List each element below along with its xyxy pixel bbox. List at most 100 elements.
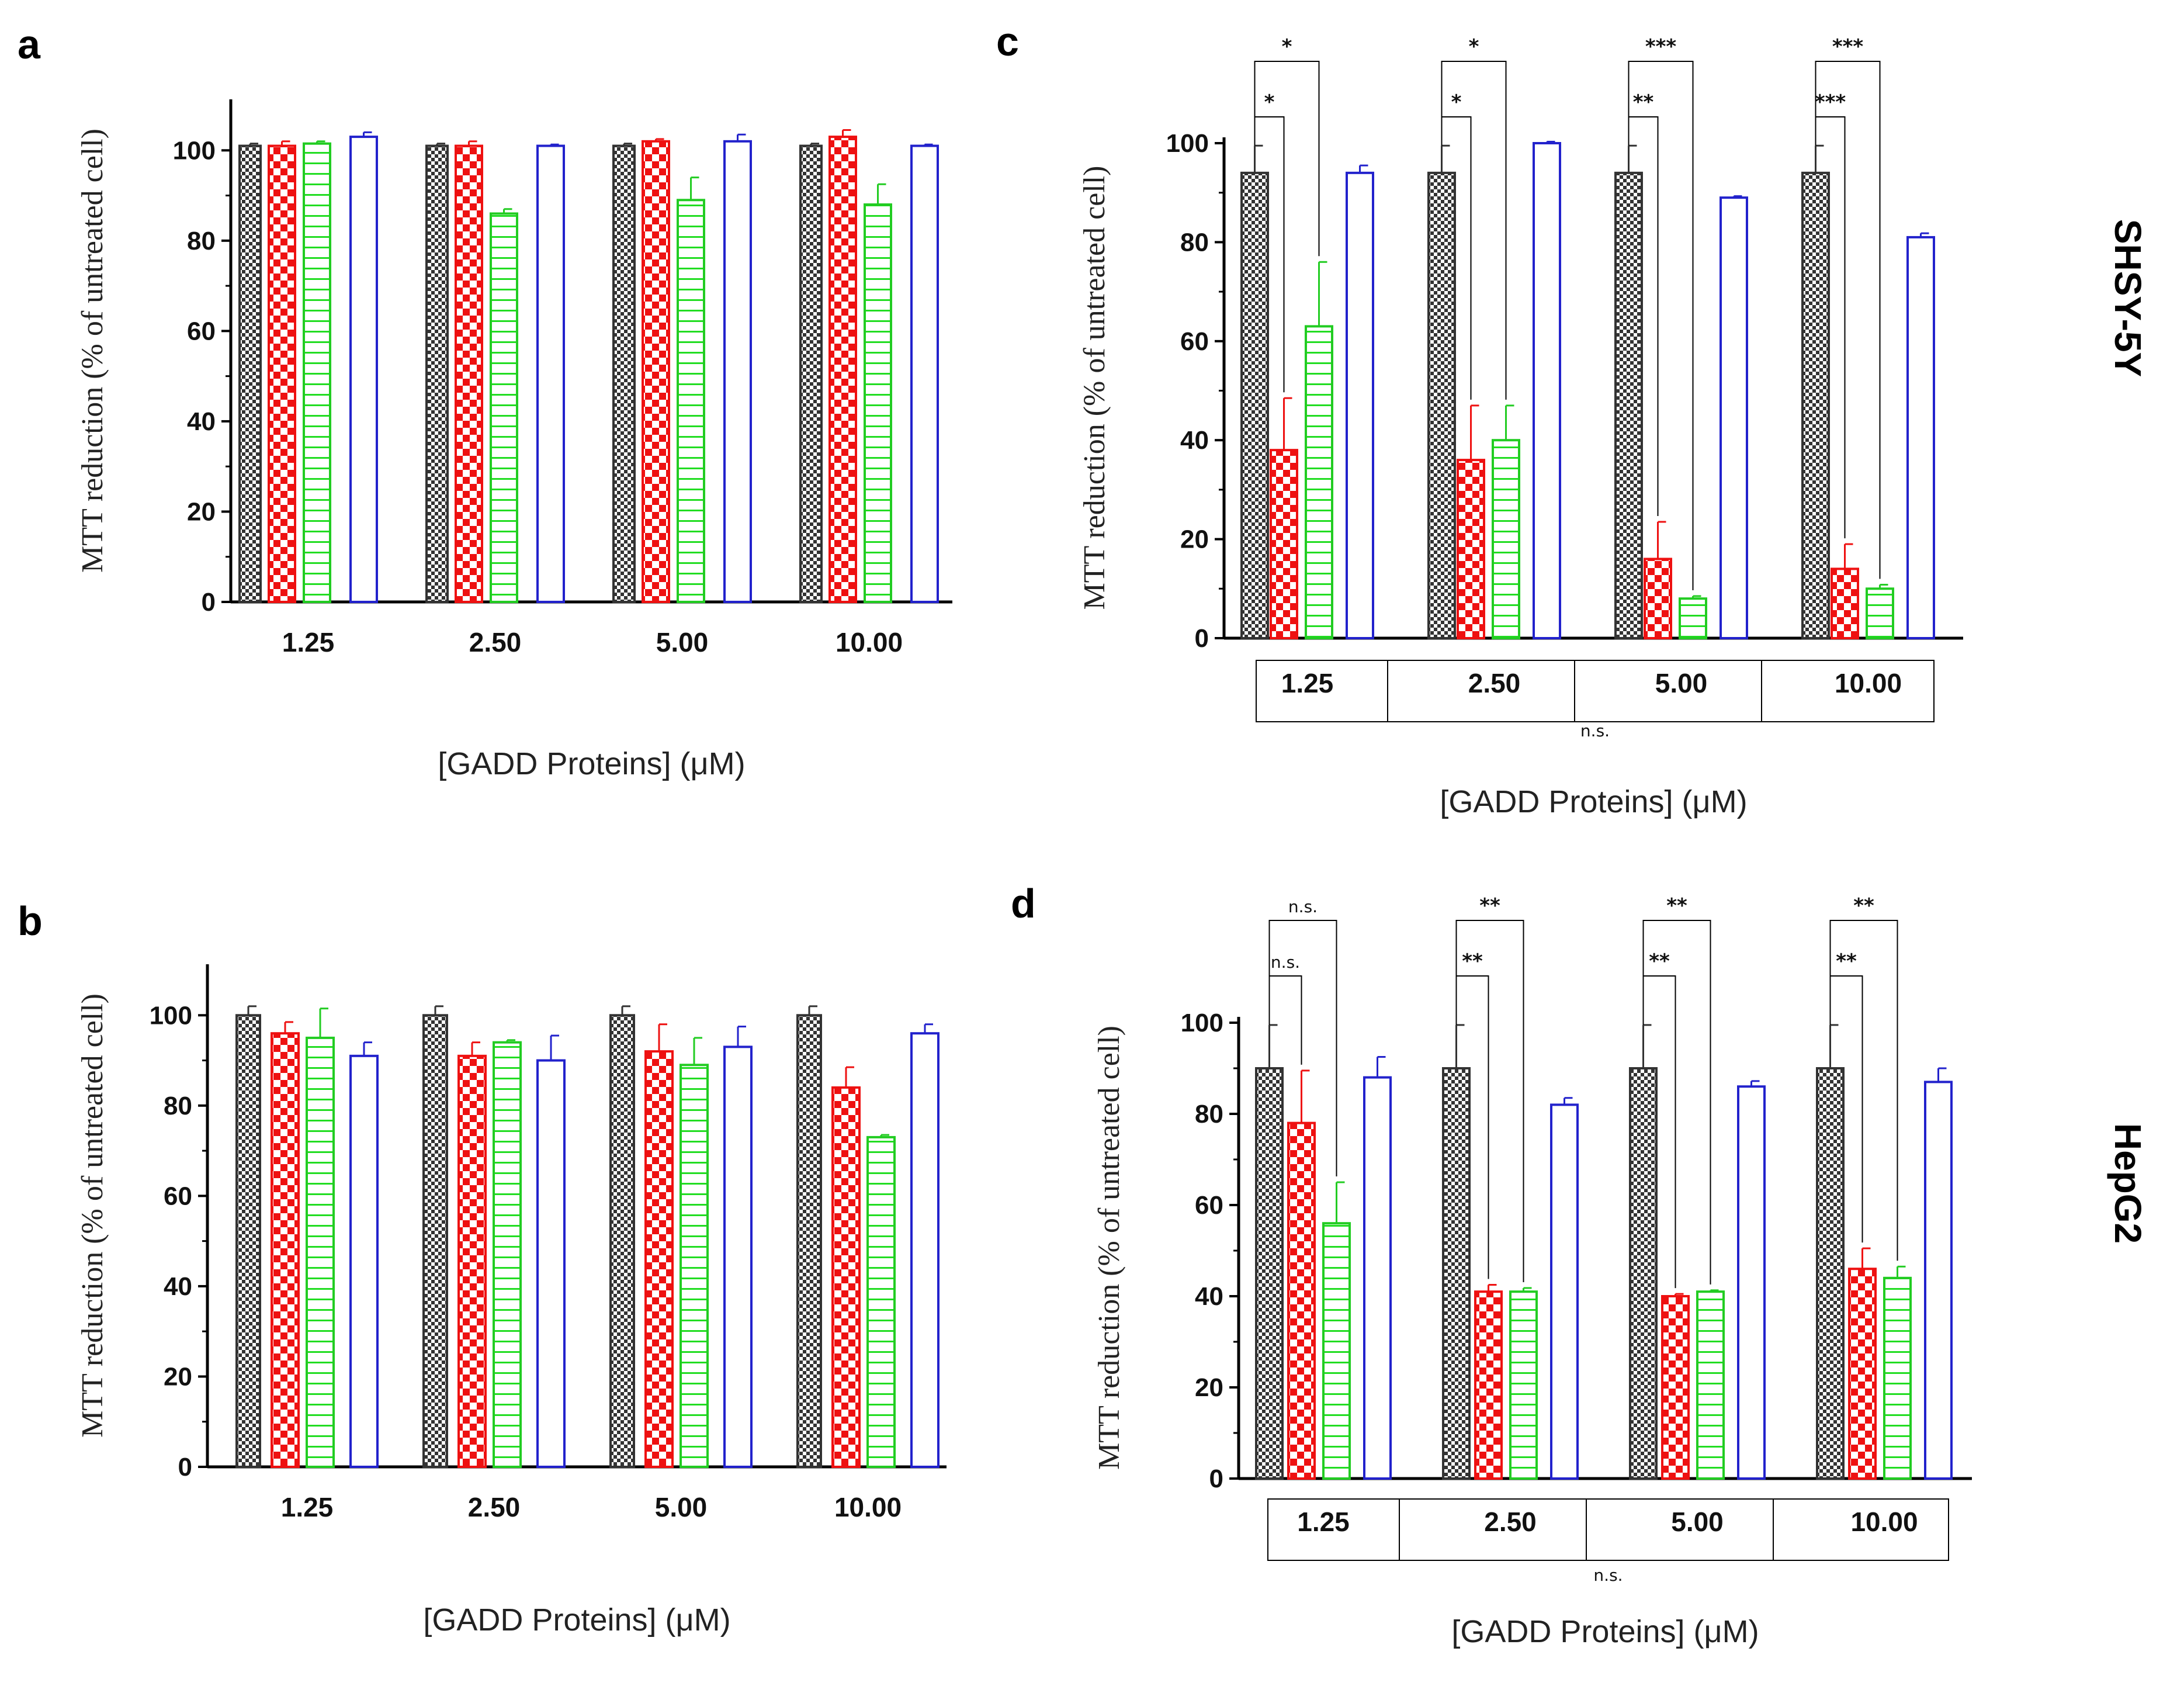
significance-bracket-inner [1441, 116, 1472, 400]
bar-control [1255, 1067, 1284, 1480]
y-tick-label: 100 [1166, 129, 1209, 158]
x-axis-title: [GADD Proteins] (μM) [423, 1602, 730, 1637]
x-tick-label: 5.00 [656, 627, 709, 657]
y-tick-label: 40 [164, 1272, 192, 1301]
y-tick-label: 60 [1195, 1191, 1223, 1220]
bar-gadd-protein-1 [1831, 567, 1859, 639]
y-tick-label: 20 [164, 1362, 192, 1391]
y-tick-label: 40 [1180, 426, 1209, 455]
y-axis-title: MTT reduction (% of untreated cell) [76, 129, 109, 573]
significance-bracket-outer [1268, 920, 1337, 1176]
significance-bracket-outer [1628, 61, 1694, 591]
x-axis-title: [GADD Proteins] (μM) [438, 746, 745, 781]
bar-control [1614, 171, 1643, 639]
significance-label-inner: ** [1462, 950, 1483, 973]
significance-bracket-outer [1829, 920, 1898, 1261]
bar-gadd-protein-1 [1287, 1121, 1316, 1480]
y-tick-label: 40 [1195, 1282, 1223, 1311]
significance-label-outer: ** [1853, 894, 1874, 918]
bar-gadd-protein-1 [457, 1054, 487, 1469]
x-axis-title: [GADD Proteins] (μM) [1451, 1614, 1759, 1649]
y-tick-label: 60 [187, 317, 216, 345]
bar-gadd-protein-2 [866, 1135, 896, 1468]
x-tick-label: 1.25 [1297, 1507, 1350, 1537]
bar-control [612, 144, 636, 603]
bar-gadd-protein-3 [1346, 171, 1374, 639]
bar-gadd-protein-1 [642, 140, 670, 603]
bar-control [1442, 1067, 1471, 1480]
bar-gadd-protein-2 [1866, 587, 1894, 639]
bar-gadd-protein-2 [1883, 1276, 1912, 1480]
panel-b-chart: b 0 20 40 60 80 100 1.25 2.50 5.00 10.00 MTT reduct… [18, 898, 947, 1637]
bar-gadd-protein-2 [1492, 439, 1520, 639]
bar-gadd-protein-1 [831, 1086, 861, 1468]
bar-gadd-protein-3 [1720, 196, 1748, 640]
bar-gadd-protein-3 [723, 1045, 753, 1468]
bar-gadd-protein-3 [1924, 1081, 1953, 1480]
y-tick-label: 0 [1209, 1465, 1223, 1493]
row-label-hepg2: HepG2 [2107, 1123, 2149, 1244]
significance-label-outer: * [1469, 35, 1479, 58]
bar-control [425, 144, 449, 603]
bar-gadd-protein-2 [1305, 325, 1333, 639]
significance-bracket-outer [1441, 61, 1507, 400]
significance-label-inner: *** [1815, 91, 1846, 114]
significance-bracket-inner [1642, 975, 1676, 1289]
x-tick-label: 10.00 [1835, 668, 1902, 698]
panel-letter: a [18, 22, 41, 67]
significance-bracket-inner [1815, 116, 1846, 539]
bar-gadd-protein-1 [1270, 449, 1298, 639]
y-tick-label: 80 [187, 227, 216, 255]
significance-label-inner: * [1264, 91, 1275, 114]
y-tick-label: 80 [1195, 1100, 1223, 1128]
bar-control [609, 1014, 635, 1468]
bar-gadd-protein-3 [1363, 1076, 1392, 1480]
bar-gadd-protein-1 [1474, 1290, 1503, 1480]
bar-gadd-protein-2 [1509, 1290, 1538, 1480]
x-axis-title: [GADD Proteins] (μM) [1440, 784, 1747, 819]
y-tick-label: 40 [187, 407, 216, 436]
panel-d-chart: d 0 20 40 60 80 100 1.25 2.50 5.00 10.00 n.s. n.s. n.… [1011, 881, 1972, 1649]
y-tick-label: 60 [1180, 327, 1209, 356]
bar-gadd-protein-1 [1661, 1295, 1690, 1480]
x-tick-label: 1.25 [282, 627, 335, 657]
panel-letter: d [1011, 881, 1036, 926]
bar-gadd-protein-2 [864, 203, 892, 603]
bar-gadd-protein-3 [1737, 1085, 1766, 1480]
y-tick-label: 80 [1180, 228, 1209, 257]
y-tick-label: 60 [164, 1182, 192, 1210]
y-axis-title: MTT reduction (% of untreated cell) [1078, 166, 1111, 610]
x-tick-label: 10.00 [1850, 1507, 1918, 1537]
significance-bracket-outer [1254, 61, 1320, 257]
bar-control [799, 144, 823, 603]
bar-gadd-protein-2 [1322, 1222, 1351, 1480]
y-tick-label: 20 [1195, 1373, 1223, 1402]
group-bracket [1267, 1498, 1949, 1561]
bar-gadd-protein-1 [271, 1032, 300, 1468]
bar-gadd-protein-1 [644, 1050, 674, 1469]
y-tick-label: 100 [1181, 1009, 1223, 1037]
x-tick-label: 10.00 [836, 627, 903, 657]
bar-gadd-protein-1 [1848, 1268, 1877, 1480]
bar-control [1427, 171, 1456, 639]
bar-control [422, 1014, 448, 1468]
y-tick-label: 20 [1180, 525, 1209, 554]
bar-gadd-protein-3 [910, 144, 939, 603]
bar-gadd-protein-1 [455, 144, 483, 603]
significance-bracket-inner [1829, 975, 1863, 1243]
significance-label-outer: * [1282, 35, 1292, 58]
bar-control [235, 1014, 261, 1468]
y-tick-label: 100 [150, 1001, 192, 1030]
bar-gadd-protein-2 [1696, 1290, 1725, 1480]
bar-gadd-protein-3 [910, 1032, 940, 1468]
bar-gadd-protein-1 [1644, 558, 1672, 639]
bar-gadd-protein-2 [303, 142, 331, 603]
bar-control [238, 144, 262, 603]
x-tick-label: 1.25 [281, 1492, 334, 1522]
bar-gadd-protein-3 [1550, 1103, 1579, 1480]
x-tick-label: 2.50 [469, 627, 522, 657]
bar-control [1240, 171, 1269, 639]
panel-a-chart: a 0 20 40 60 80 100 1.25 2.50 5.00 10.00 MTT reduct… [18, 22, 952, 781]
